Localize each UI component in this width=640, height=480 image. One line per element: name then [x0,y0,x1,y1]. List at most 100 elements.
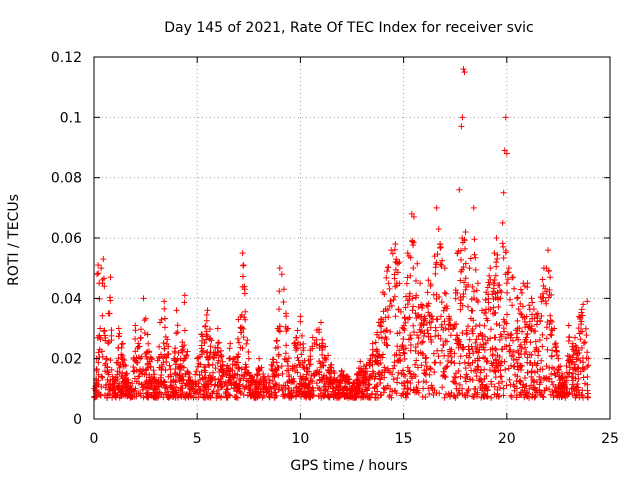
data-point [203,349,210,356]
data-point [208,337,215,344]
data-point [124,393,131,400]
data-point [300,373,307,380]
data-point [495,380,502,387]
data-point [276,306,283,313]
data-point [446,321,453,328]
data-point [569,374,576,381]
data-point [240,262,247,269]
data-point [493,235,500,241]
data-point [435,353,442,360]
data-point [404,250,411,257]
data-point [452,295,459,302]
data-point [457,277,464,284]
data-point [565,322,572,329]
data-point [400,325,407,332]
data-point [271,385,278,392]
data-point [105,310,112,317]
data-point [420,385,427,392]
data-point [455,344,462,351]
data-point [466,336,473,343]
data-point [419,304,426,311]
data-point [488,394,495,401]
data-point [161,315,168,322]
data-point [359,394,366,401]
data-point [367,394,374,401]
data-point [298,351,305,358]
data-point [98,383,105,390]
data-point [382,314,389,321]
data-point [354,384,361,391]
data-point [105,390,112,397]
data-point [483,289,490,296]
data-point [224,362,231,369]
data-point [502,247,509,254]
data-point [493,263,500,270]
data-point [504,276,511,283]
y-tick-label: 0.02 [51,352,82,368]
data-point [309,345,316,352]
data-point [190,394,197,401]
data-point [276,386,283,393]
data-point [161,324,168,331]
data-point [524,330,531,337]
data-point [459,114,466,121]
data-point [118,392,125,399]
data-point [230,374,237,381]
data-point [457,353,464,360]
data-point [517,286,524,293]
data-point [165,343,172,350]
data-point [186,380,193,387]
data-point [314,385,321,392]
data-point [272,344,279,351]
data-point [303,364,310,371]
data-point [372,373,379,380]
data-point [145,380,152,387]
data-point [584,381,591,388]
data-point [539,331,546,338]
data-point [316,376,323,383]
data-point [261,384,268,391]
data-point [441,304,448,311]
data-point [500,385,507,392]
data-point [390,376,397,383]
data-point [304,385,311,392]
data-point [578,321,585,328]
data-point [497,295,504,302]
data-point [407,380,414,387]
data-point [198,331,205,338]
data-point [404,274,411,281]
data-point [179,349,186,356]
data-point [582,325,589,332]
data-point [260,392,267,399]
data-point [521,387,528,394]
data-point [432,264,439,271]
data-point [432,270,439,277]
data-point [537,318,544,325]
data-point [177,385,184,392]
data-point [558,385,565,392]
data-point [584,394,591,401]
data-point [559,393,566,400]
data-point [386,285,393,292]
data-point [585,355,592,362]
data-point [547,274,554,281]
data-point [160,339,167,346]
data-point [391,352,398,359]
data-point [322,343,329,350]
data-point [422,371,429,378]
data-point [118,354,125,361]
data-point [564,373,571,380]
data-point [550,381,557,388]
data-point [396,357,403,364]
data-point [254,393,261,400]
data-point [341,377,348,384]
data-point [307,361,314,368]
data-point [325,383,332,390]
data-point [427,365,434,372]
data-point [164,336,171,343]
data-point [522,375,529,382]
data-point [396,280,403,287]
data-point [501,318,508,325]
data-point [520,381,527,388]
data-point [523,313,530,320]
